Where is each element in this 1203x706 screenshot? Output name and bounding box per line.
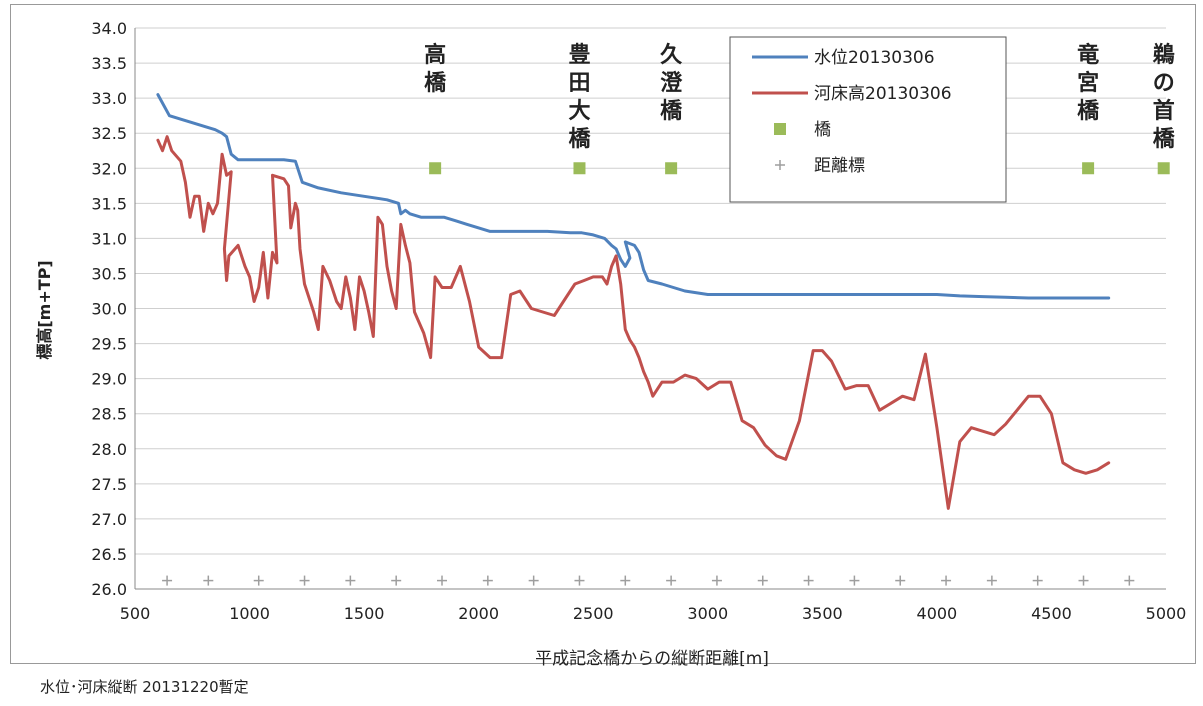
bridge-marker [573,162,586,175]
distance-marker [391,575,402,586]
distance-marker [482,575,493,586]
distance-marker [757,575,768,586]
y-tick-label: 31.5 [91,194,127,213]
x-tick-label: 2000 [458,604,499,623]
bridge-marker [1082,162,1095,175]
distance-marker [345,575,356,586]
riverbed-line [156,135,1111,510]
distance-marker [666,575,677,586]
distance-marker [253,575,264,586]
bridge-label: 竜宮橋 [1077,42,1100,124]
y-tick-label: 32.0 [91,159,127,178]
grid-lines [135,27,1166,590]
x-tick-label: 4500 [1031,604,1072,623]
y-tick-label: 26.0 [91,580,127,599]
bridge-label: 高橋 [424,42,447,96]
distance-marker [528,575,539,586]
legend-label: 水位20130306 [814,48,935,68]
x-tick-label: 1500 [344,604,385,623]
y-tick-label: 30.5 [91,264,127,283]
y-tick-label: 30.0 [91,300,127,319]
distance-marker [203,575,214,586]
caption: 水位･河床縦断 20131220暫定 [40,678,249,696]
water-level-line [156,93,1111,300]
legend-label: 河床高20130306 [814,84,952,104]
distance-marker [620,575,631,586]
y-tick-label: 27.0 [91,510,127,529]
bridge-label: 豊田大橋 [568,42,591,152]
distance-marker [849,575,860,586]
y-tick-label: 33.0 [91,89,127,108]
distance-marker [299,575,310,586]
bridge-label: 鵜の首橋 [1152,42,1176,152]
x-tick-label: 5000 [1146,604,1187,623]
distance-marker [895,575,906,586]
distance-marker [1124,575,1135,586]
x-tick-label: 1000 [229,604,270,623]
y-tick-label: 32.5 [91,124,127,143]
bridge-marker [665,162,678,175]
y-axis-label: 標高[m+TP] [35,260,54,359]
y-tick-labels: 26.0 26.5 27.0 27.5 28.0 28.5 29.0 29.5 30.0 30.5… [91,19,127,599]
y-tick-label: 34.0 [91,19,127,38]
x-tick-label: 3500 [802,604,843,623]
legend-label: 距離標 [814,156,865,176]
distance-marker [437,575,448,586]
distance-marker [162,575,173,586]
y-tick-label: 26.5 [91,545,127,564]
distance-marker [1032,575,1043,586]
y-tick-label: 29.5 [91,335,127,354]
series-group [156,93,1111,510]
distance-marker [941,575,952,586]
distance-marker [1078,575,1089,586]
x-tick-label: 3000 [687,604,728,623]
bridge-labels: 高橋 豊田大橋 久澄橋 竜宮橋 鵜の首橋 [424,42,1176,152]
axes [134,28,1166,590]
y-tick-label: 28.5 [91,405,127,424]
y-tick-label: 33.5 [91,54,127,73]
legend-plus-swatch [775,160,785,170]
y-tick-label: 27.5 [91,475,127,494]
distance-marker [803,575,814,586]
x-tick-label: 4000 [917,604,958,623]
bridge-marker [429,162,442,175]
legend-label: 橋 [814,120,831,140]
legend-square-swatch [774,123,786,135]
marker-group [162,162,1170,586]
y-tick-label: 29.0 [91,370,127,389]
distance-marker [986,575,997,586]
x-tick-label: 500 [120,604,151,623]
distance-marker [711,575,722,586]
x-axis-label: 平成記念橋からの縦断距離[m] [535,648,769,669]
legend-box [729,36,1007,203]
y-tick-label: 31.0 [91,229,127,248]
y-tick-label: 28.0 [91,440,127,459]
x-tick-label: 2500 [573,604,614,623]
x-tick-labels: 500 1000 1500 2000 2500 3000 3500 4000 4500 5000 [120,604,1187,623]
bridge-label: 久澄橋 [660,42,683,124]
bridge-marker [1157,162,1170,175]
distance-marker [574,575,585,586]
